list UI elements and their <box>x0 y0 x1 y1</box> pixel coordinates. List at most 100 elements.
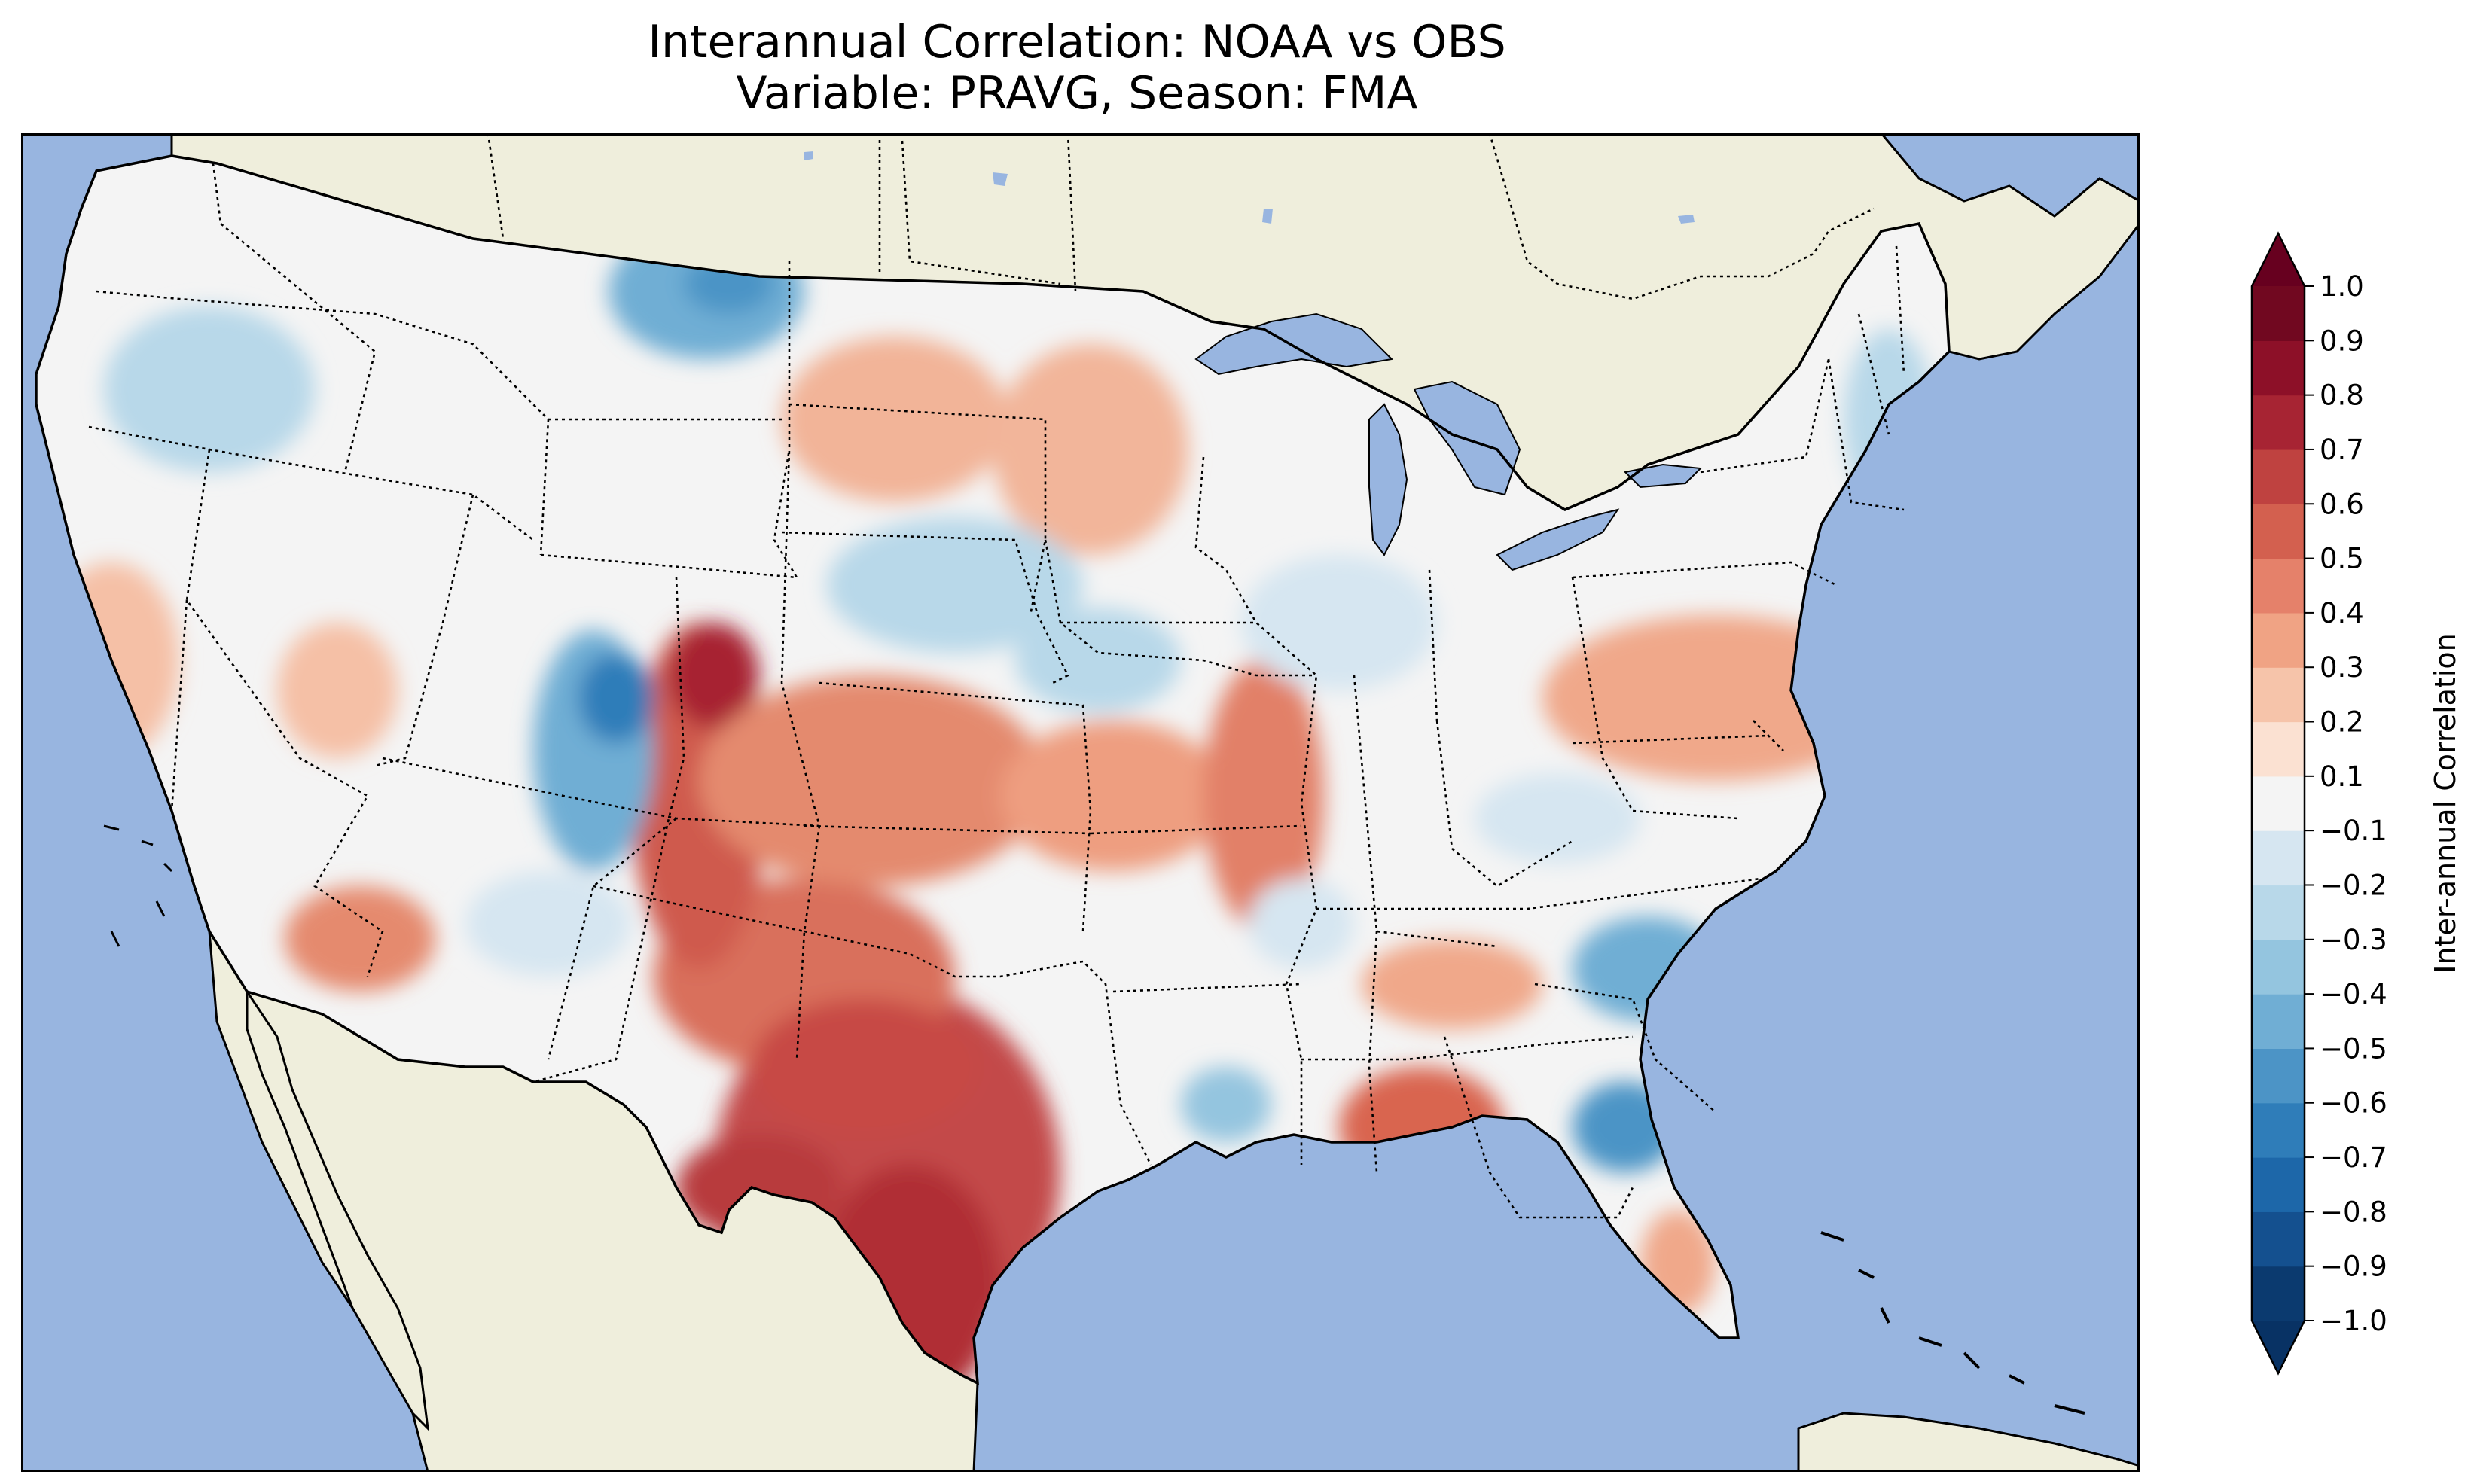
colorbar-tick-label: −0.4 <box>2320 978 2387 1010</box>
state-border <box>1435 720 1573 888</box>
state-border <box>780 261 821 1060</box>
state-border <box>1090 824 1302 835</box>
colorbar-tick-label: 1.0 <box>2320 270 2364 303</box>
correlation-map <box>21 133 2140 1472</box>
blob-neg <box>1241 555 1437 690</box>
colorbar-tick-label: 0.5 <box>2320 543 2364 575</box>
state-border <box>1368 931 1378 1173</box>
correlation-field <box>36 156 1949 1383</box>
cuba-island <box>1797 1412 2140 1472</box>
blob-pos <box>1000 721 1226 871</box>
colorbar-segment <box>2252 1157 2305 1212</box>
colorbar-tick-label: −1.0 <box>2320 1305 2387 1337</box>
colorbar-segment <box>2252 612 2305 668</box>
blob-neg <box>104 306 315 472</box>
state-border <box>1044 539 1316 677</box>
blob-pos <box>1362 939 1542 1029</box>
colorbar-segment <box>2252 1266 2305 1321</box>
blob-pos <box>782 337 1008 502</box>
colorbar-segment <box>2252 885 2305 940</box>
colorbar: −1.0 −0.9 −0.8 −0.7 −0.6 −0.5 −0.4 −0.3 −0.2 −0.1… <box>2250 231 2462 1376</box>
colorbar-segment <box>2252 721 2305 777</box>
colorbar-segment <box>2252 994 2305 1050</box>
state-border <box>1443 1036 1634 1219</box>
colorbar-tick-label: 0.4 <box>2320 597 2364 629</box>
colorbar-ticks: −1.0 −0.9 −0.8 −0.7 −0.6 −0.5 −0.4 −0.3 −0.2 −0.1… <box>2305 270 2387 1337</box>
lake-superior <box>1194 312 1394 376</box>
lake-erie <box>1496 508 1620 571</box>
state-border <box>1895 245 1905 375</box>
colorbar-segment <box>2252 449 2305 504</box>
great-lakes <box>1194 312 1703 571</box>
figure-title: Interannual Correlation: NOAA vs OBS Var… <box>23 17 2131 119</box>
state-border <box>1572 734 1769 745</box>
field-blobs <box>44 224 1934 1383</box>
state-border <box>804 930 1152 1166</box>
colorbar-tick-label: 0.8 <box>2320 379 2364 412</box>
blob-pos <box>277 623 398 758</box>
colorbar-segment <box>2252 340 2305 396</box>
blob-neg <box>465 871 631 977</box>
colorbar-tick-label: 0.1 <box>2320 760 2364 793</box>
state-border <box>170 599 188 812</box>
state-border <box>593 885 805 933</box>
colorbar-segment <box>2252 1211 2305 1267</box>
state-border <box>1112 983 1302 993</box>
lake-michigan <box>1368 403 1408 556</box>
blob-pos <box>669 623 759 728</box>
blob-neg <box>1015 608 1181 713</box>
state-border <box>88 425 534 541</box>
state-border <box>1428 569 1438 721</box>
colorbar-segment <box>2252 1102 2305 1158</box>
colorbar-segment <box>2252 395 2305 450</box>
blob-neg <box>1249 879 1354 969</box>
colorbar-tick-label: −0.6 <box>2320 1087 2387 1120</box>
blob-pos <box>752 999 978 1135</box>
colorbar-tick-label: −0.7 <box>2320 1141 2387 1174</box>
colorbar-extend-min <box>2252 1321 2305 1373</box>
colorbar-tick-label: 0.9 <box>2320 325 2364 357</box>
colorbar-tick-label: 0.2 <box>2320 706 2364 739</box>
colorbar-tick-label: 0.7 <box>2320 434 2364 466</box>
colorbar-segment <box>2252 939 2305 995</box>
national-border <box>1488 133 1875 300</box>
colorbar-segment <box>2252 776 2305 831</box>
colorbar-tick-label: 0.6 <box>2320 488 2364 520</box>
state-border <box>547 817 677 1060</box>
state-border <box>1316 877 1762 910</box>
state-border <box>1572 561 1837 587</box>
blob-neg <box>578 653 654 743</box>
colorbar-segment <box>2252 667 2305 723</box>
state-border <box>804 824 1091 835</box>
colorbar-segment <box>2252 504 2305 559</box>
blob-pos <box>699 675 1045 886</box>
lake-ontario <box>1623 463 1703 489</box>
national-border <box>487 133 1077 292</box>
baja-peninsula <box>246 988 430 1432</box>
state-border <box>1301 1035 1634 1061</box>
blob-neg <box>1475 773 1640 864</box>
blob-pos <box>993 344 1188 555</box>
blob-neg <box>1181 1067 1271 1142</box>
title-line-2: Variable: PRAVG, Season: FMA <box>736 67 1418 120</box>
colorbar-tick-label: 0.3 <box>2320 651 2364 684</box>
state-border <box>185 449 384 977</box>
state-border <box>540 449 799 579</box>
map-frame <box>21 133 2140 1472</box>
blob-pos <box>285 886 435 992</box>
state-borders <box>88 140 1905 1219</box>
title-line-1: Interannual Correlation: NOAA vs OBS <box>648 16 1506 69</box>
colorbar-segment <box>2252 558 2305 614</box>
colorbar-tick-label: −0.1 <box>2320 815 2387 847</box>
colorbar-tick-label: −0.3 <box>2320 924 2387 956</box>
state-border <box>1753 720 1784 751</box>
bahamas-islands <box>1820 1231 2085 1415</box>
state-border <box>96 290 550 556</box>
state-border <box>1827 358 1905 511</box>
colorbar-tick-label: −0.8 <box>2320 1196 2387 1228</box>
colorbar-tick-label: −0.5 <box>2320 1032 2387 1065</box>
state-border <box>1700 358 1830 474</box>
colorbar-segment <box>2252 1048 2305 1104</box>
state-border <box>781 531 1069 684</box>
colorbar-extend-max <box>2252 233 2305 286</box>
